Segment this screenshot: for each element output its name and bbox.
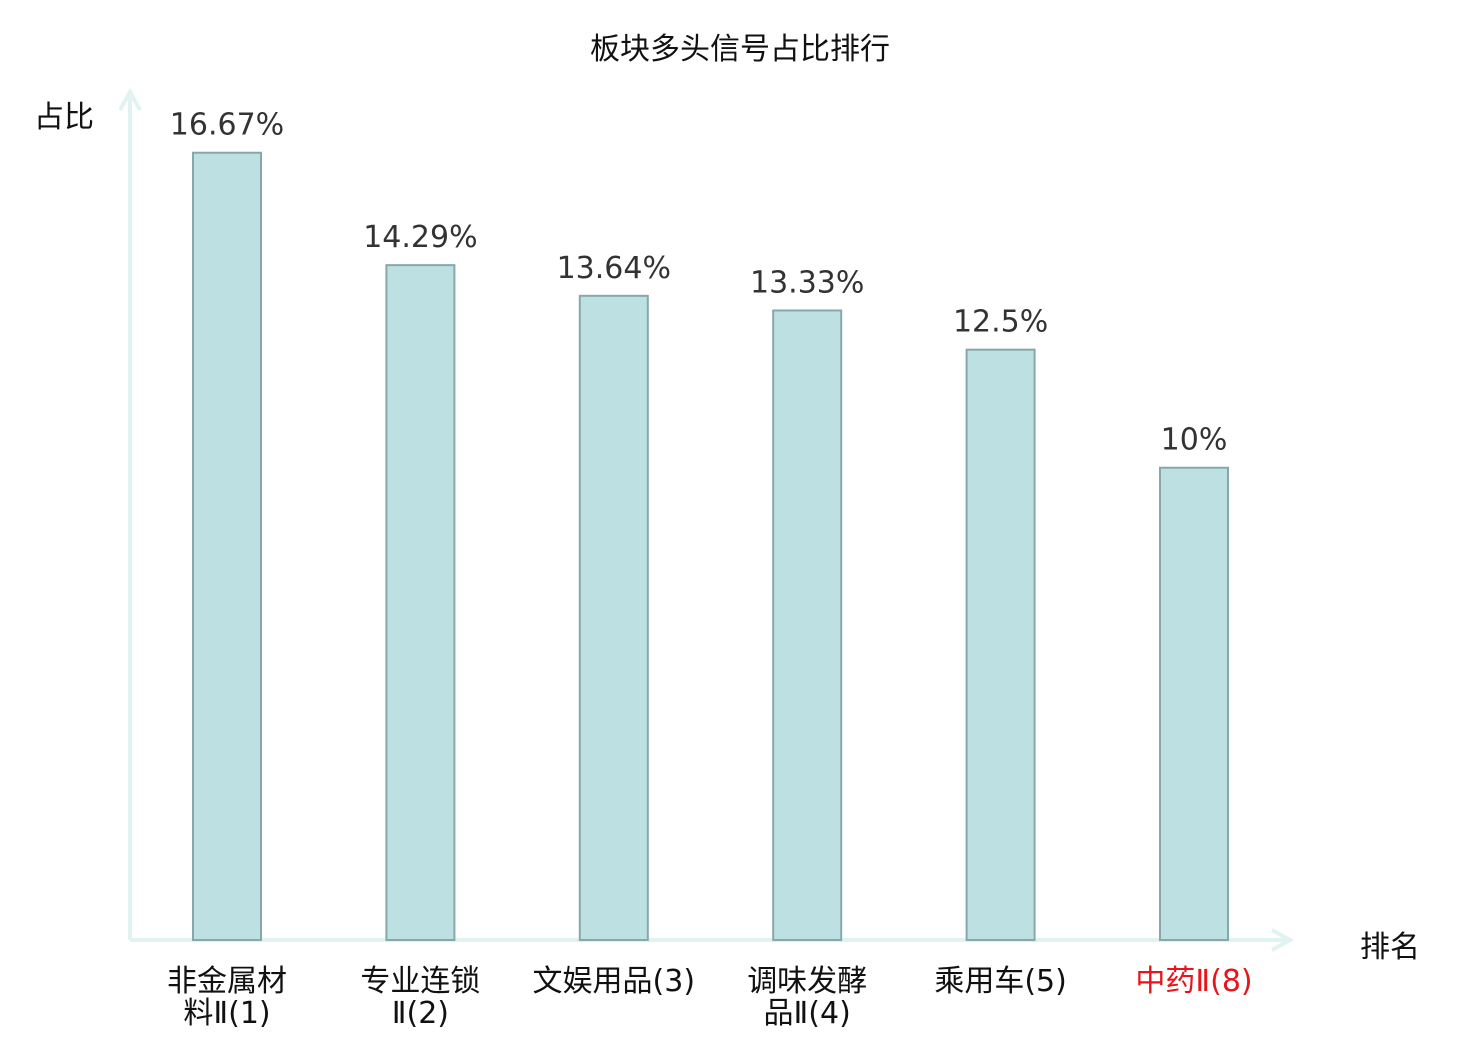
- category-label: 乘用车(5): [901, 966, 1101, 998]
- bar-value-label: 13.64%: [557, 251, 671, 286]
- x-axis-label: 排名: [1360, 930, 1420, 965]
- bar: [772, 309, 843, 941]
- bar-value-label: 13.33%: [750, 265, 864, 300]
- bar: [192, 151, 262, 941]
- bar: [578, 294, 649, 941]
- category-label-line: Ⅱ(2): [391, 996, 450, 1031]
- value-labels: 16.67% 14.29% 13.64% 13.33% 12.5% 10%: [170, 108, 1228, 458]
- category-label-line: 文娱用品(3): [532, 964, 696, 999]
- bar: [385, 264, 456, 941]
- bar: [965, 348, 1036, 941]
- axes: [118, 87, 1295, 952]
- bar-value-label: 16.67%: [170, 108, 284, 143]
- category-label-line: 料Ⅱ(1): [183, 996, 271, 1031]
- category-label: 非金属材 料Ⅱ(1): [127, 966, 327, 1030]
- y-axis-label: 占比: [34, 100, 94, 135]
- category-label-line: 品Ⅱ(4): [763, 996, 851, 1031]
- category-label-line: 乘用车(5): [934, 964, 1067, 999]
- bar-value-label: 14.29%: [363, 220, 477, 255]
- category-label: 中药Ⅱ(8): [1094, 966, 1294, 998]
- bars: [192, 151, 1229, 941]
- category-label-line: 调味发酵: [747, 964, 868, 999]
- x-axis-arrow: [1271, 928, 1295, 952]
- bar-value-label: 10%: [1161, 423, 1228, 458]
- y-axis-arrow: [118, 87, 142, 111]
- chart-title: 板块多头信号占比排行: [590, 32, 890, 67]
- category-label-line: 专业连锁: [360, 964, 481, 999]
- category-label-line: 中药Ⅱ(8): [1135, 964, 1253, 999]
- category-label: 文娱用品(3): [514, 966, 714, 998]
- bar: [1159, 466, 1229, 941]
- category-label-line: 非金属材: [167, 964, 287, 999]
- category-label: 专业连锁 Ⅱ(2): [320, 966, 520, 1030]
- category-label: 调味发酵 品Ⅱ(4): [707, 966, 907, 1030]
- bar-value-label: 12.5%: [953, 305, 1048, 340]
